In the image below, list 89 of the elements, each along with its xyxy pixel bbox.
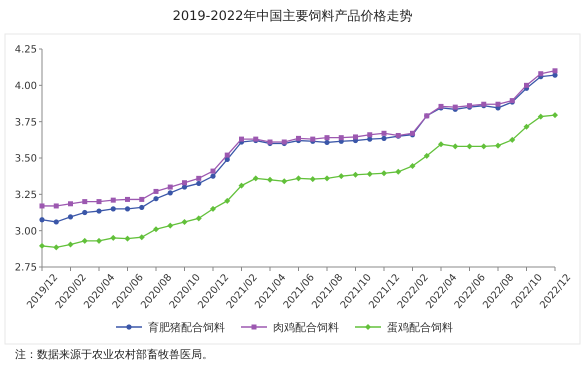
y-tick-label: 4.00 xyxy=(14,80,37,92)
point xyxy=(538,71,544,76)
point xyxy=(168,184,173,190)
y-tick-label: 3.00 xyxy=(14,226,37,238)
point xyxy=(410,162,416,169)
point xyxy=(40,203,44,208)
point xyxy=(381,136,387,141)
point xyxy=(296,175,302,182)
point xyxy=(452,143,458,150)
point xyxy=(54,219,59,225)
point xyxy=(110,198,116,203)
point xyxy=(524,82,529,88)
point xyxy=(238,182,244,189)
point xyxy=(382,130,386,136)
point xyxy=(82,199,88,204)
point xyxy=(68,214,74,220)
point xyxy=(39,242,45,249)
point xyxy=(124,236,130,242)
point xyxy=(110,234,116,241)
point xyxy=(239,136,244,142)
point xyxy=(182,180,187,186)
point xyxy=(68,241,74,248)
point xyxy=(68,201,73,206)
point xyxy=(53,244,60,250)
point xyxy=(496,102,500,107)
chart-title: 2019-2022年中国主要饲料产品价格走势 xyxy=(172,8,412,24)
point xyxy=(168,190,173,196)
legend-label: 肉鸡配合饲料 xyxy=(273,321,339,334)
legend-label: 育肥猪配合饲料 xyxy=(148,321,225,334)
y-tick-label: 2.75 xyxy=(14,262,37,274)
y-tick-label: 4.25 xyxy=(14,44,37,56)
point xyxy=(196,180,202,186)
point xyxy=(509,136,516,143)
point xyxy=(167,222,174,229)
point xyxy=(153,226,159,232)
point xyxy=(96,199,102,204)
point xyxy=(552,112,558,118)
y-tick-label: 3.75 xyxy=(14,117,37,128)
point xyxy=(324,135,330,140)
y-tick-label: 3.25 xyxy=(14,190,37,201)
point xyxy=(338,173,344,180)
point xyxy=(139,204,144,210)
point xyxy=(324,140,330,146)
point xyxy=(296,136,301,141)
point xyxy=(367,132,372,138)
point xyxy=(210,168,216,174)
point xyxy=(281,178,288,184)
point xyxy=(154,188,158,194)
point xyxy=(466,143,472,150)
point xyxy=(366,170,373,177)
point xyxy=(424,152,430,159)
point xyxy=(480,143,487,150)
point xyxy=(196,215,202,222)
point xyxy=(139,196,144,202)
point xyxy=(224,198,230,204)
point xyxy=(210,174,216,179)
point xyxy=(352,172,358,178)
point xyxy=(338,135,344,140)
point xyxy=(182,218,188,225)
point xyxy=(381,170,387,176)
point xyxy=(495,142,501,149)
point xyxy=(224,152,230,158)
point xyxy=(367,136,372,142)
point xyxy=(96,238,102,244)
point xyxy=(438,141,444,148)
point xyxy=(124,206,130,212)
point xyxy=(82,210,88,216)
point xyxy=(552,68,558,74)
point xyxy=(153,196,159,202)
point xyxy=(210,206,216,212)
point xyxy=(110,206,116,212)
point xyxy=(196,176,202,181)
point xyxy=(39,217,45,222)
y-tick-label: 3.50 xyxy=(14,154,37,165)
point xyxy=(252,175,259,182)
point xyxy=(324,175,330,182)
point xyxy=(524,124,530,130)
point xyxy=(125,196,130,202)
legend-label: 蛋鸡配合饲料 xyxy=(387,321,453,334)
point xyxy=(96,208,102,214)
point xyxy=(138,234,145,240)
point xyxy=(267,176,273,183)
point xyxy=(353,134,358,140)
point xyxy=(538,114,544,120)
point xyxy=(54,203,59,208)
text: 注：数据来源于农业农村部畜牧兽医局。 xyxy=(15,348,213,361)
point xyxy=(395,168,402,175)
point xyxy=(310,176,316,182)
point xyxy=(82,238,88,244)
